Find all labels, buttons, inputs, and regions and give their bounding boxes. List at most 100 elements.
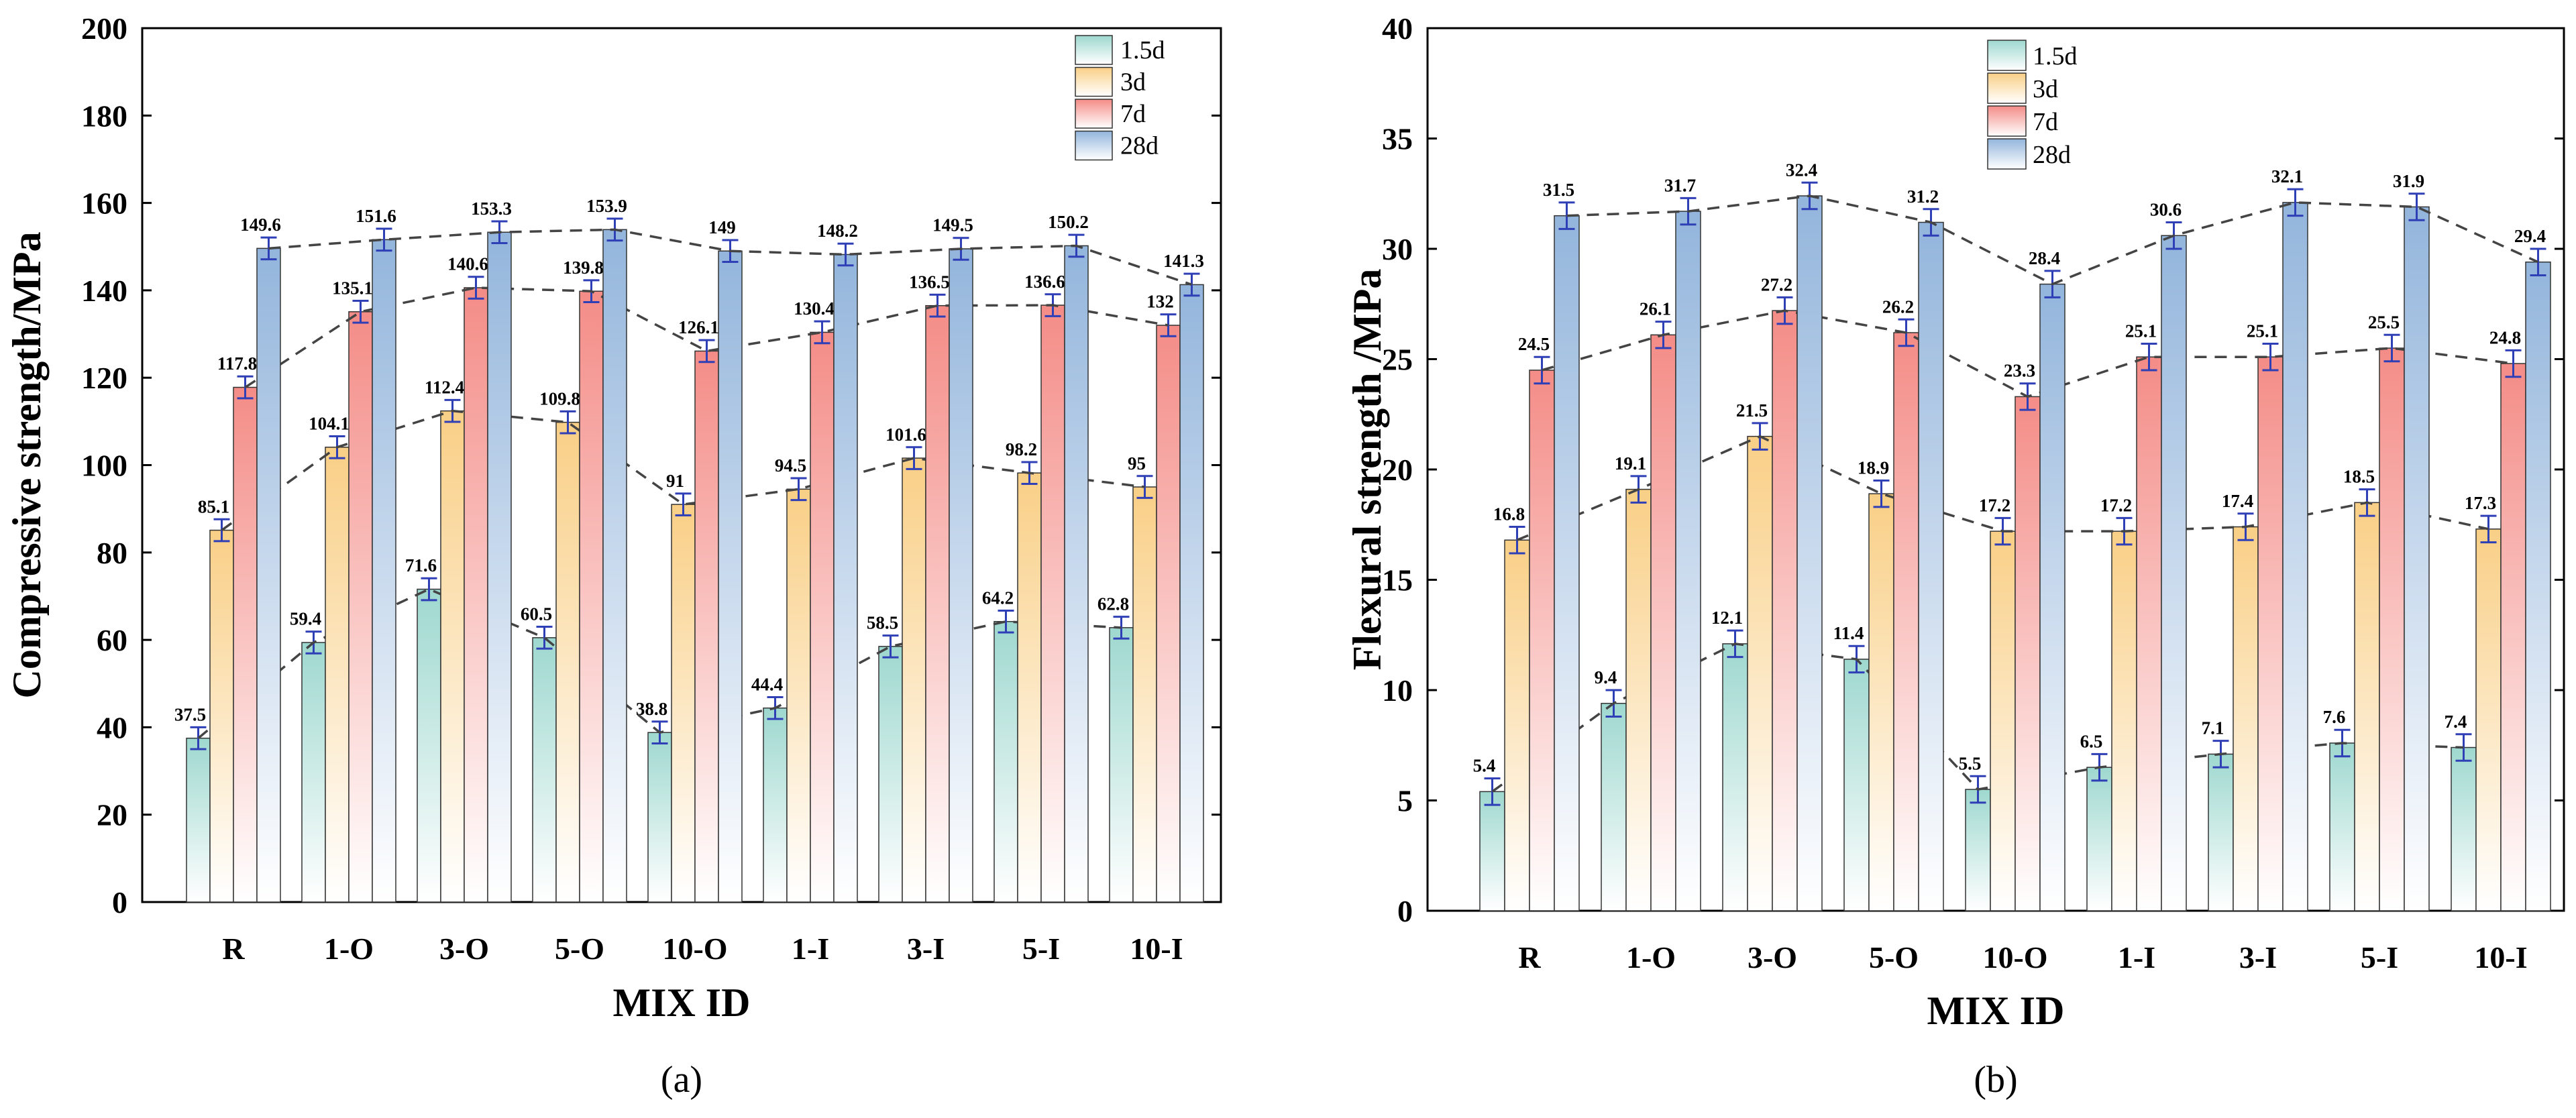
series-1.5d: 37.5 59.4 71.6 60.5 38.8 44.4 58.5 64.2 62.8 [174,555,1134,903]
bar-28d-3-O [1796,195,1823,911]
data-label: 17.3 [2465,493,2496,513]
bar-3d-5-I [1017,472,1042,903]
error-bar [698,339,715,364]
x-tick-label: 1-I [792,932,829,966]
x-axis-title: MIX ID [613,981,751,1025]
data-label: 29.4 [2514,226,2546,246]
y-tick-label: 35 [1382,122,1413,156]
x-tick-label: 1-O [324,932,374,966]
series-7d: 117.8 135.1 140.6 139.8 126.1 130.4 136.5 136.6… [217,254,1181,903]
data-label: 26.2 [1882,296,1914,317]
series-7d: 24.5 26.1 27.2 26.2 23.3 25.1 25.1 25.5 24.8 [1518,274,2526,911]
error-bar [559,410,576,435]
data-label: 28.4 [2029,248,2060,268]
data-label: 101.6 [885,425,926,445]
bar-28d-3-O [487,231,512,903]
y-tick-label: 25 [1382,343,1413,377]
data-label: 32.1 [2271,166,2303,186]
bar-28d-5-O [1918,221,1944,911]
data-label: 151.6 [356,206,396,226]
series-1.5d: 5.4 9.4 12.1 11.4 5.5 6.5 7.1 7.6 7.4 [1473,608,2477,911]
legend-label: 3d [1120,68,1146,97]
x-tick-label: R [222,932,245,966]
data-label: 153.3 [471,199,512,219]
data-label: 135.1 [332,278,373,298]
legend-label: 7d [2033,108,2058,136]
data-label: 150.2 [1048,212,1089,232]
bar-28d-R [1554,215,1580,911]
bar-1.5d-3-O [1722,643,1748,911]
bar-28d-1-I [2161,235,2187,911]
data-label: 64.2 [982,588,1014,608]
data-label: 18.5 [2343,467,2375,487]
x-tick-label: 3-O [1748,940,1797,974]
data-label: 24.8 [2489,327,2521,347]
error-bar [814,320,830,345]
bar-3d-5-I [2354,502,2380,911]
bar-7d-10-I [2500,363,2526,911]
bar-1.5d-5-I [2329,742,2355,911]
bar-28d-10-O [2039,283,2065,911]
data-label: 25.5 [2368,312,2400,332]
data-label: 18.9 [1858,457,1889,478]
y-tick-label: 60 [97,623,127,657]
legend-label: 1.5d [1120,36,1165,64]
bar-7d-3-O [464,287,488,903]
bar-28d-1-I [833,254,858,903]
legend-swatch-7d [1987,105,2027,137]
legend-swatch-7d [1075,99,1113,129]
x-tick-label: 5-I [1022,932,1060,966]
series-3d: 16.8 19.1 21.5 18.9 17.2 17.2 17.4 18.5 17.3 [1493,400,2502,911]
data-label: 30.6 [2150,200,2182,220]
data-label: 26.1 [1640,299,1671,319]
data-label: 37.5 [174,704,206,724]
x-tick-label: 10-O [1982,940,2047,974]
data-label: 139.8 [563,258,604,278]
y-tick-label: 10 [1382,673,1413,708]
data-label: 24.5 [1518,334,1550,354]
bar-28d-10-O [718,250,743,903]
error-bar [376,227,392,252]
bar-7d-R [233,386,258,903]
data-label: 85.1 [198,496,229,516]
bar-7d-10-O [694,350,719,903]
data-label: 7.1 [2202,718,2224,738]
bar-1.5d-5-I [994,620,1018,903]
bar-28d-3-I [2282,202,2308,911]
bar-28d-5-O [602,229,627,903]
bar-1.5d-1-I [2086,767,2112,911]
bar-1.5d-R [1479,791,1505,911]
bar-7d-3-I [925,304,950,903]
data-label: 31.5 [1543,180,1574,200]
y-tick-label: 80 [97,536,127,570]
legend-swatch-3d [1075,66,1113,97]
y-tick-label: 30 [1382,232,1413,266]
bar-1.5d-3-I [2208,753,2234,911]
error-bar [2383,333,2400,363]
bar-28d-3-I [949,248,973,903]
data-label: 44.4 [751,674,783,694]
data-label: 149 [708,217,736,237]
data-label: 149.5 [932,215,973,235]
y-axis-title: Flexural strength /MPa [1345,269,1389,671]
bar-7d-3-O [1772,310,1798,911]
bar-7d-10-I [1156,325,1181,903]
bar-3d-R [1504,539,1530,911]
data-label: 140.6 [447,254,488,274]
bar-3d-10-I [1132,486,1157,903]
x-tick-label: 10-I [2474,940,2527,974]
legend: 1.5d 3d 7d 28d [1987,40,2078,170]
data-label: 62.8 [1097,594,1129,614]
series-28d: 149.6 151.6 153.3 153.9 149 148.2 149.5 150.2 14… [240,196,1204,903]
bar-28d-1-O [1675,211,1701,911]
legend: 1.5d 3d 7d 28d [1075,35,1165,161]
bar-3d-5-O [1868,493,1894,911]
y-axis-title: Compressive strength/MPa [5,231,49,698]
bar-3d-1-O [1625,488,1652,911]
y-tick-label: 160 [81,186,127,221]
chart-panel-b: 0 5 10 15 20 25 30 35 40 R 1-O 3-O 5-O 10-O 1-I 3-I 5-I 1… [1345,11,2565,1101]
trend-line-28d [1566,194,2539,286]
bar-3d-3-O [1747,435,1773,911]
